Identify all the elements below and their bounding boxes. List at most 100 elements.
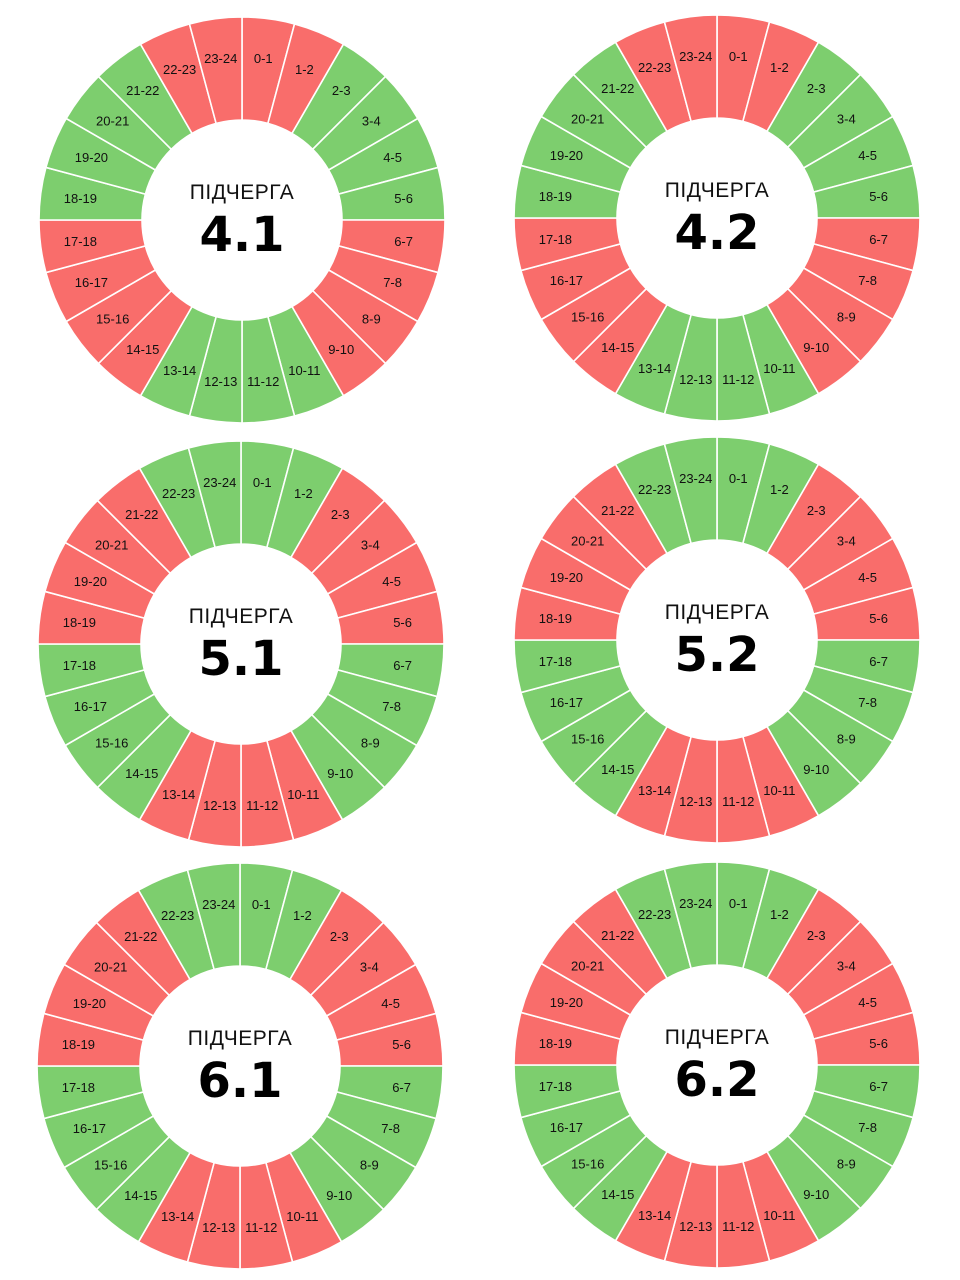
hour-label: 19-20	[75, 150, 108, 165]
hour-label: 15-16	[571, 1157, 604, 1172]
hour-label: 6-7	[869, 654, 888, 669]
wheel-6-1: 0-1 1-2 2-3 3-4 4-5 5-6 6-7 7-8 8-9 9-10 10-11 11-1…	[30, 856, 450, 1276]
hour-label: 4-5	[858, 570, 877, 585]
hour-label: 13-14	[163, 363, 196, 378]
hour-label: 7-8	[858, 273, 877, 288]
hour-label: 1-2	[770, 482, 789, 497]
hour-sector-off	[663, 14, 718, 123]
hour-label: 15-16	[94, 1158, 127, 1173]
hour-sector-on	[187, 440, 242, 549]
hour-label: 9-10	[803, 340, 829, 355]
hour-label: 12-13	[204, 374, 237, 389]
hour-label: 20-21	[571, 111, 604, 126]
hour-sector-off	[188, 16, 243, 125]
schedule-ring: 0-1 1-2 2-3 3-4 4-5 5-6 6-7 7-8 8-9 9-10 10-11 11-1…	[37, 440, 445, 848]
hour-label: 0-1	[254, 51, 273, 66]
hour-label: 15-16	[571, 732, 604, 747]
hour-label: 11-12	[245, 1220, 277, 1235]
hour-label: 19-20	[550, 995, 583, 1010]
hour-label: 22-23	[163, 62, 196, 77]
hour-label: 13-14	[162, 787, 195, 802]
hour-label: 6-7	[393, 658, 412, 673]
hour-label: 3-4	[837, 111, 856, 126]
hour-label: 1-2	[293, 908, 312, 923]
hour-label: 16-17	[73, 1121, 106, 1136]
hour-label: 20-21	[95, 537, 128, 552]
hour-label: 23-24	[202, 897, 235, 912]
hour-label: 13-14	[638, 361, 671, 376]
hour-label: 4-5	[383, 150, 402, 165]
hour-label: 0-1	[252, 897, 271, 912]
hour-label: 10-11	[288, 363, 320, 378]
hour-label: 11-12	[722, 1219, 754, 1234]
hour-label: 0-1	[729, 471, 748, 486]
hour-label: 21-22	[601, 928, 634, 943]
hour-label: 5-6	[869, 189, 888, 204]
hour-label: 22-23	[162, 486, 195, 501]
hour-label: 5-6	[392, 1037, 411, 1052]
hour-label: 17-18	[62, 1080, 95, 1095]
hour-label: 16-17	[75, 275, 108, 290]
hour-label: 23-24	[679, 896, 712, 911]
hour-label: 7-8	[382, 699, 401, 714]
hour-label: 1-2	[770, 60, 789, 75]
hour-label: 8-9	[362, 312, 381, 327]
hour-label: 13-14	[161, 1209, 194, 1224]
hour-label: 9-10	[803, 1187, 829, 1202]
hour-label: 4-5	[381, 996, 400, 1011]
wheel-4-2: 0-1 1-2 2-3 3-4 4-5 5-6 6-7 7-8 8-9 9-10 10-11 11-1…	[507, 8, 927, 428]
hour-sector-on	[663, 436, 718, 545]
hour-label: 22-23	[161, 908, 194, 923]
hour-label: 19-20	[550, 148, 583, 163]
hour-label: 19-20	[74, 574, 107, 589]
hour-label: 17-18	[539, 1079, 572, 1094]
hour-label: 2-3	[807, 503, 826, 518]
hour-label: 12-13	[679, 1219, 712, 1234]
wheel-5-1: 0-1 1-2 2-3 3-4 4-5 5-6 6-7 7-8 8-9 9-10 10-11 11-1…	[31, 434, 451, 854]
hour-label: 20-21	[571, 533, 604, 548]
hour-label: 3-4	[837, 958, 856, 973]
hour-label: 12-13	[203, 798, 236, 813]
hour-label: 23-24	[679, 471, 712, 486]
hour-label: 20-21	[94, 959, 127, 974]
hour-label: 19-20	[550, 570, 583, 585]
hour-label: 10-11	[763, 361, 795, 376]
hour-label: 2-3	[807, 81, 826, 96]
hour-label: 4-5	[382, 574, 401, 589]
hour-label: 17-18	[539, 232, 572, 247]
hour-label: 8-9	[837, 1157, 856, 1172]
hour-label: 6-7	[869, 232, 888, 247]
hour-label: 8-9	[361, 736, 380, 751]
hour-label: 17-18	[64, 234, 97, 249]
hour-label: 16-17	[550, 1120, 583, 1135]
hour-label: 0-1	[253, 475, 272, 490]
hour-label: 9-10	[326, 1188, 352, 1203]
hour-label: 21-22	[125, 507, 158, 522]
hour-label: 15-16	[95, 736, 128, 751]
wheel-4-1: 0-1 1-2 2-3 3-4 4-5 5-6 6-7 7-8 8-9 9-10 10-11 11-1…	[32, 10, 452, 430]
hour-sector-on	[186, 862, 241, 971]
hour-label: 4-5	[858, 995, 877, 1010]
hour-label: 11-12	[722, 372, 754, 387]
hour-label: 15-16	[96, 312, 129, 327]
hour-label: 22-23	[638, 60, 671, 75]
hour-label: 23-24	[679, 49, 712, 64]
hour-label: 2-3	[330, 929, 349, 944]
hour-label: 18-19	[539, 1036, 572, 1051]
hour-label: 5-6	[869, 1036, 888, 1051]
hour-label: 6-7	[392, 1080, 411, 1095]
hour-label: 23-24	[203, 475, 236, 490]
hour-label: 21-22	[601, 503, 634, 518]
hour-label: 1-2	[294, 486, 313, 501]
hour-label: 3-4	[362, 113, 381, 128]
hour-label: 12-13	[202, 1220, 235, 1235]
hour-label: 22-23	[638, 907, 671, 922]
hour-label: 3-4	[361, 537, 380, 552]
hour-label: 15-16	[571, 310, 604, 325]
hour-label: 17-18	[63, 658, 96, 673]
schedule-ring: 0-1 1-2 2-3 3-4 4-5 5-6 6-7 7-8 8-9 9-10 10-11 11-1…	[36, 862, 444, 1270]
hour-label: 4-5	[858, 148, 877, 163]
schedule-ring: 0-1 1-2 2-3 3-4 4-5 5-6 6-7 7-8 8-9 9-10 10-11 11-1…	[38, 16, 446, 424]
hour-label: 16-17	[550, 695, 583, 710]
hour-label: 22-23	[638, 482, 671, 497]
